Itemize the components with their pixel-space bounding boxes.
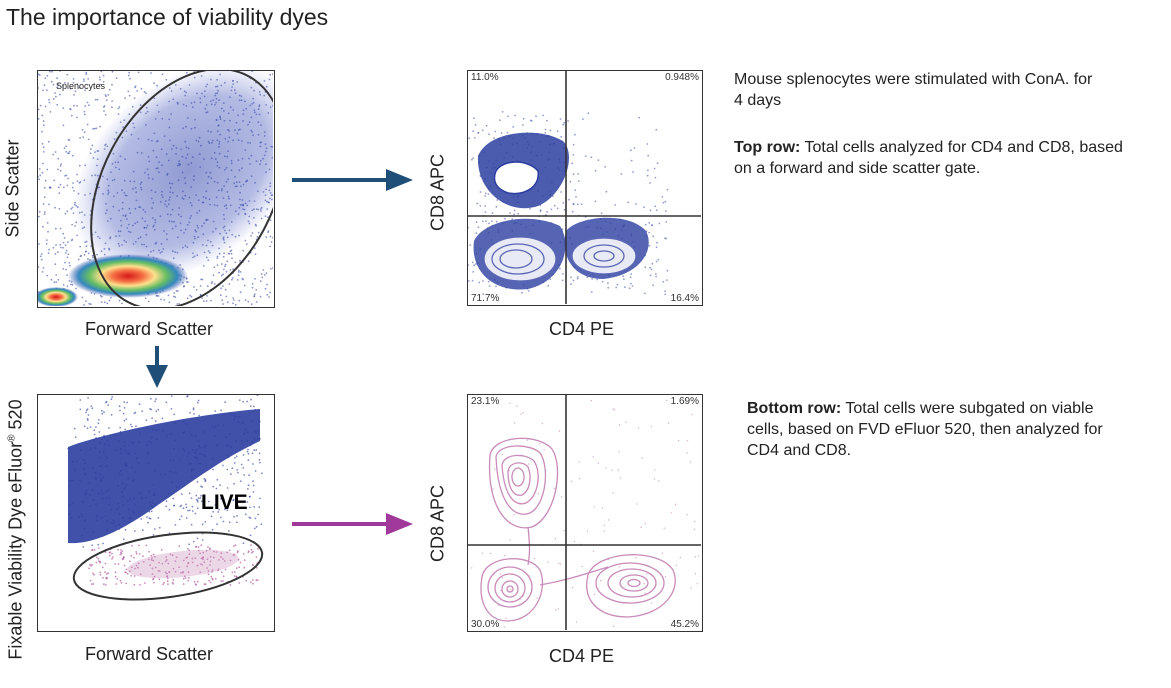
note-bottom-row-heading: Bottom row: (747, 400, 842, 417)
forward-scatter-label-bottom: Forward Scatter (85, 644, 214, 664)
splenocytes-gate-label: Splenocytes (56, 81, 106, 91)
quadrant-ul-bottom: 23.1% (471, 396, 500, 407)
cd4-pe-label-bottom: CD4 PE (549, 646, 615, 666)
note-bottom-row-text: Total cells were subgated on viable cell… (747, 400, 1103, 459)
cd8-apc-label-bottom: CD8 APC (427, 484, 448, 563)
viability-dye-label-sup: ® (6, 434, 18, 442)
quadrant-ur-bottom: 1.69% (670, 396, 699, 407)
page-title: The importance of viability dyes (6, 4, 329, 30)
quadrant-ur-top: 0.948% (665, 72, 699, 83)
quadrant-plot-top: 11.0% 0.948% 71.7% 16.4% (467, 70, 703, 306)
quadrant-plot-bottom: 23.1% 1.69% 30.0% 45.2% (467, 394, 703, 632)
arrow-down-icon (146, 346, 168, 388)
live-gate-label: LIVE (201, 491, 248, 514)
arrow-top-icon (292, 169, 413, 191)
viability-dye-label-end: 520 (5, 399, 26, 435)
note-intro: Mouse splenocytes were stimulated with C… (734, 71, 1093, 109)
viability-dye-label: Fixable Viability Dye eFluor® 520 (6, 380, 27, 680)
note-top-row: Top row: Total cells analyzed for CD4 an… (734, 137, 1134, 179)
note-bottom-row: Bottom row: Total cells were subgated on… (747, 398, 1107, 461)
viability-dye-label-main: Fixable Viability Dye eFluor (5, 441, 26, 660)
scatter-plot-bottom-left: LIVE (37, 394, 275, 632)
scatter-plot-top-left: Splenocytes (37, 70, 275, 308)
quadrant-lr-bottom: 45.2% (670, 619, 699, 630)
cd4-pe-label-top: CD4 PE (549, 319, 615, 339)
live-gate (72, 531, 264, 601)
side-scatter-label: Side Scatter (2, 139, 23, 238)
quadrant-ul-top: 11.0% (471, 72, 499, 83)
forward-scatter-label-top: Forward Scatter (85, 319, 214, 339)
note-top-row-text: Total cells analyzed for CD4 and CD8, ba… (734, 139, 1123, 177)
note-top-row-heading: Top row: (734, 139, 801, 156)
quadrant-ll-top: 71.7% (471, 293, 500, 304)
quadrant-lr-top: 16.4% (670, 293, 699, 304)
splenocytes-gate (90, 71, 273, 306)
cd8-apc-label-top: CD8 APC (427, 153, 448, 232)
quadrant-ll-bottom: 30.0% (471, 619, 500, 630)
arrow-bottom-icon (292, 513, 413, 535)
